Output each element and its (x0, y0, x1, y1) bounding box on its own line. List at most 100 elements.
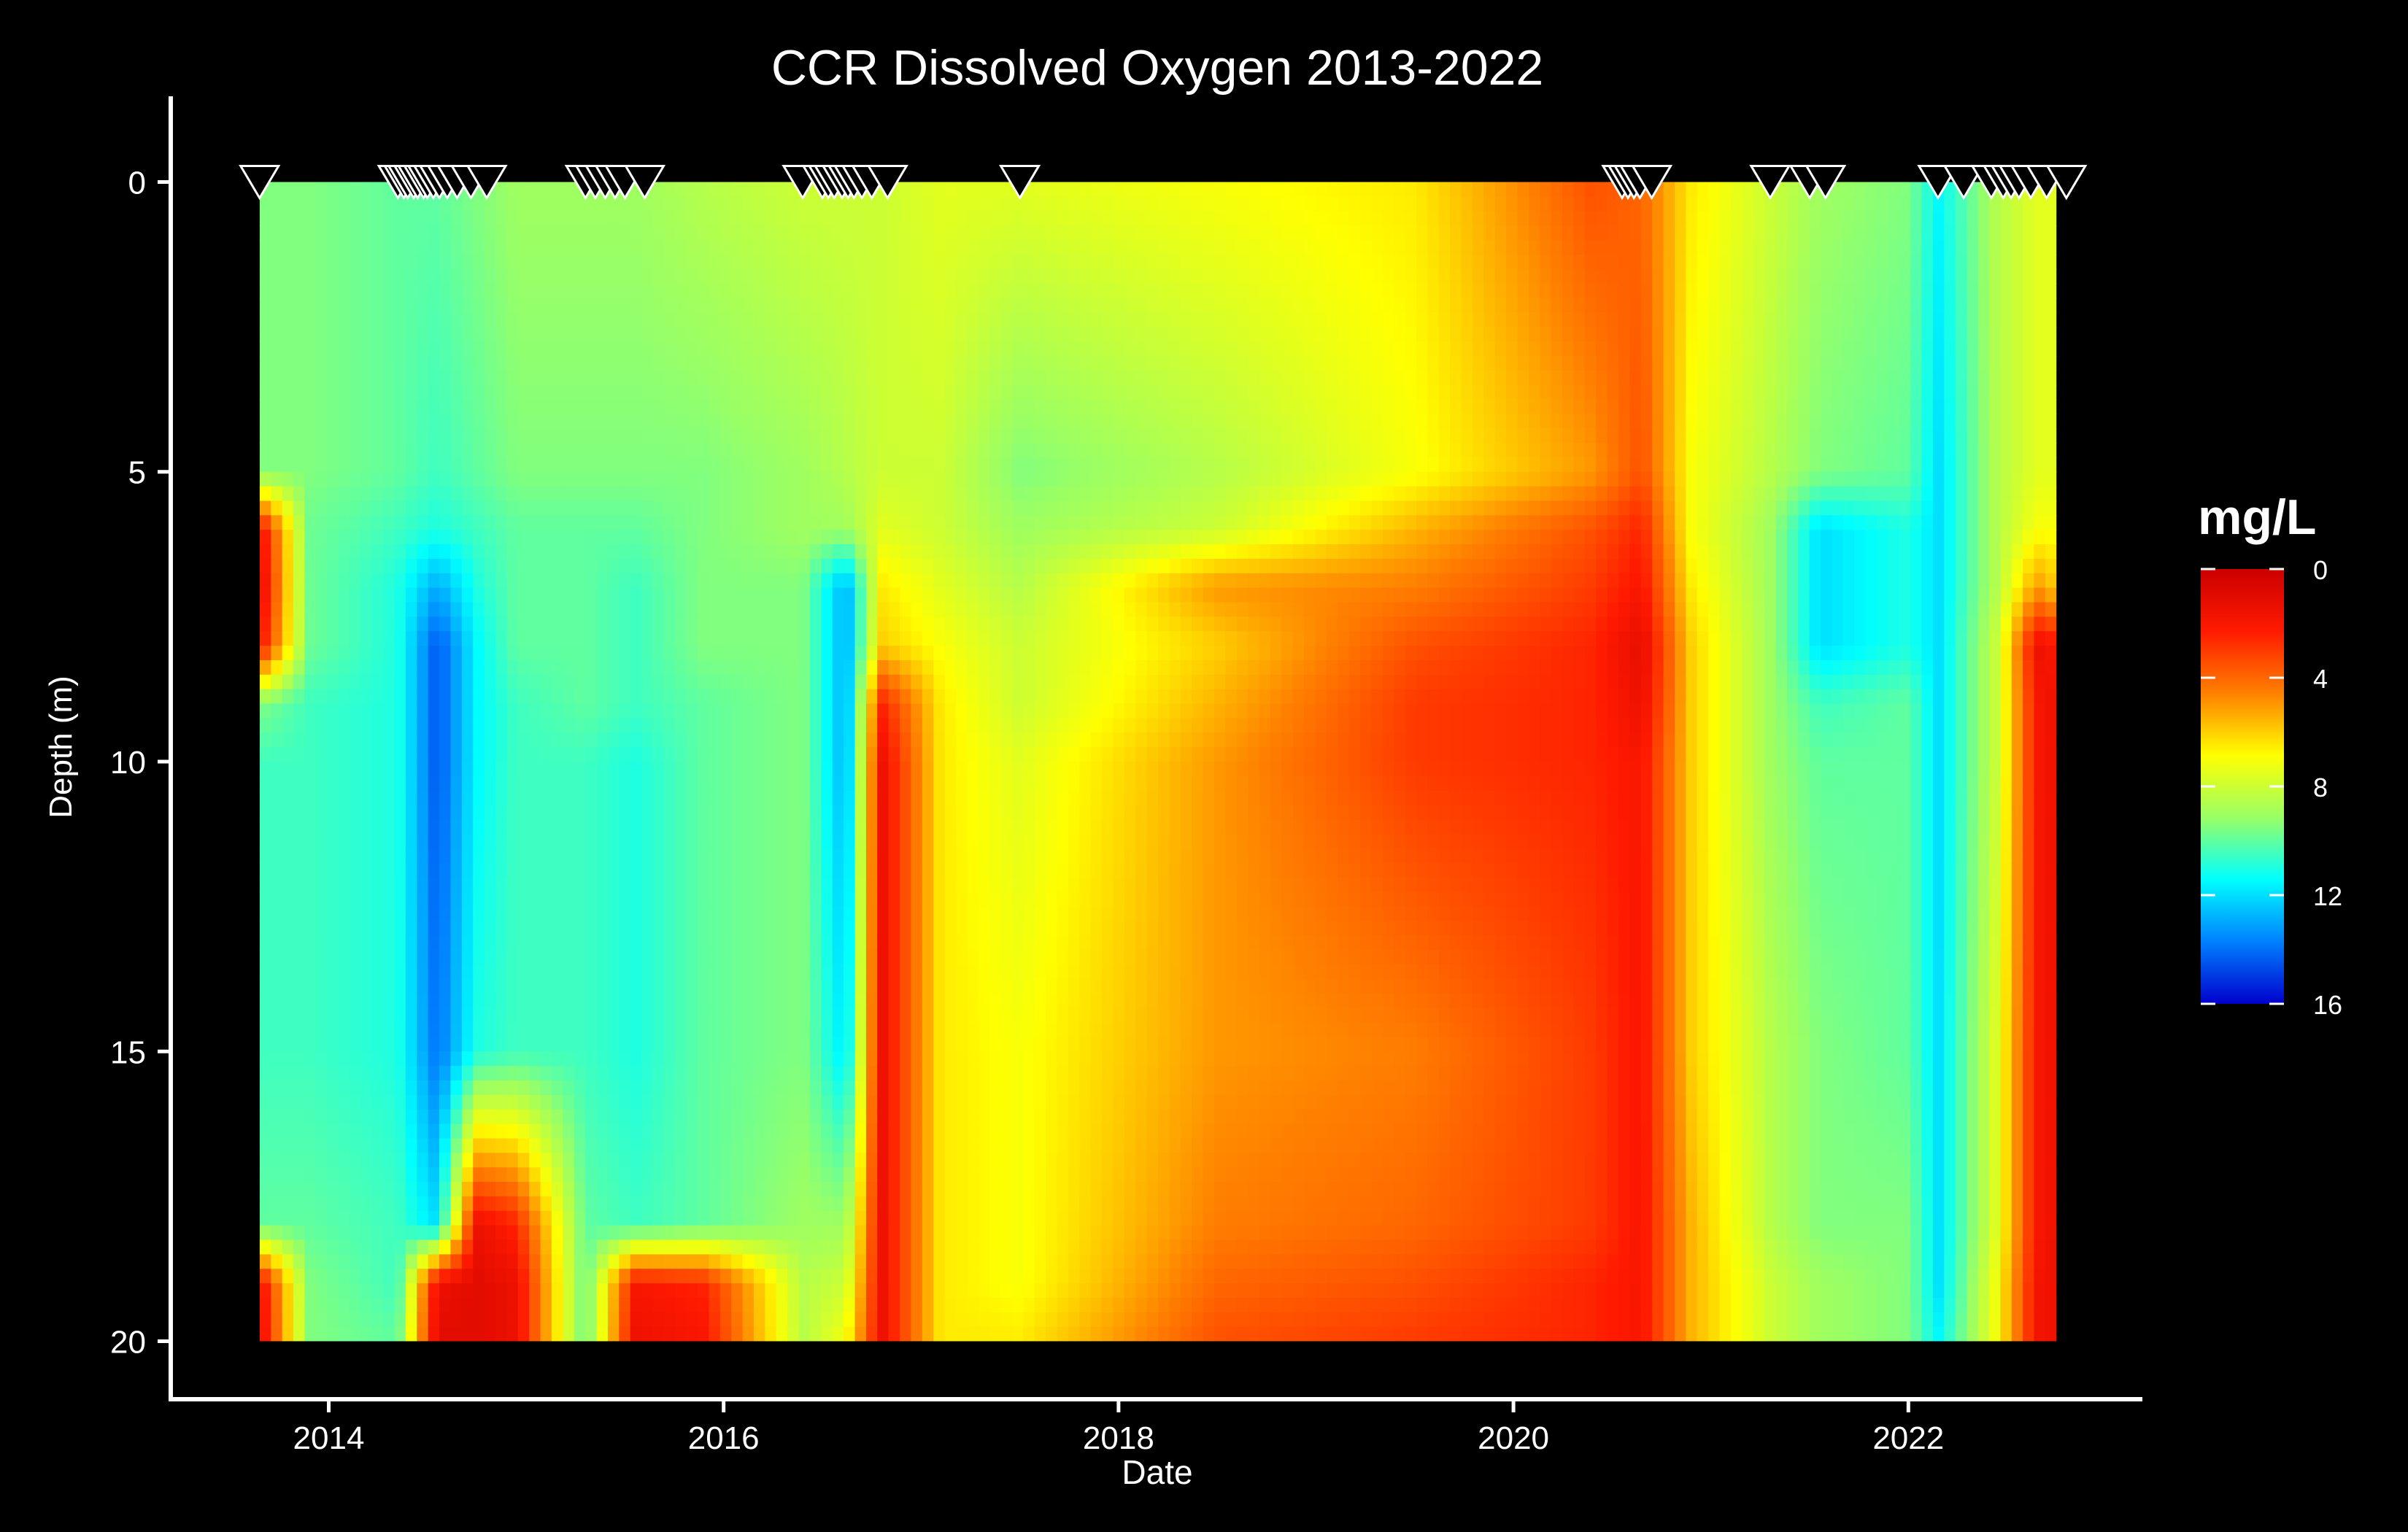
heatmap-cell (450, 646, 463, 661)
heatmap-cell (271, 819, 283, 835)
heatmap-cell (293, 530, 306, 546)
heatmap-cell (563, 1022, 575, 1038)
heatmap-cell (405, 283, 418, 299)
heatmap-cell (327, 1153, 339, 1169)
heatmap-cell (484, 1239, 496, 1256)
heatmap-cell (394, 443, 406, 458)
heatmap-cell (394, 384, 406, 401)
heatmap-cell (607, 1312, 620, 1328)
heatmap-cell (529, 921, 541, 937)
heatmap-cell (865, 558, 879, 574)
heatmap-cell (371, 660, 385, 676)
heatmap-cell (731, 1080, 744, 1096)
heatmap-cell (338, 558, 350, 574)
heatmap-cell (956, 515, 968, 531)
heatmap-cell (630, 906, 643, 922)
heatmap-cell (888, 906, 900, 922)
heatmap-cell (484, 660, 496, 676)
heatmap-cell (809, 1153, 822, 1169)
heatmap-cell (865, 211, 879, 227)
heatmap-cell (821, 1239, 833, 1256)
heatmap-cell (304, 327, 317, 342)
heatmap-cell (719, 1153, 733, 1169)
heatmap-cell (742, 1022, 755, 1038)
heatmap-cell (630, 732, 643, 748)
heatmap-cell (900, 1022, 912, 1038)
heatmap-cell (776, 239, 789, 255)
heatmap-cell (259, 457, 272, 473)
heatmap-cell (439, 312, 452, 328)
heatmap-cell (663, 341, 676, 357)
heatmap-cell (596, 1298, 609, 1313)
heatmap-cell (282, 834, 294, 850)
heatmap-cell (698, 355, 710, 371)
heatmap-cell (473, 718, 485, 734)
heatmap-cell (394, 660, 406, 676)
heatmap-cell (371, 1326, 385, 1342)
heatmap-cell (338, 950, 350, 966)
heatmap-cell (304, 1283, 317, 1299)
heatmap-cell (922, 775, 935, 792)
heatmap-cell (417, 1298, 429, 1313)
heatmap-cell (394, 312, 406, 328)
heatmap-cell (338, 964, 350, 980)
heatmap-cell (719, 660, 733, 676)
heatmap-cell (832, 341, 845, 357)
heatmap-cell (798, 428, 811, 444)
heatmap-cell (596, 877, 609, 893)
heatmap-cell (888, 877, 900, 893)
heatmap-cell (776, 471, 789, 487)
heatmap-cell (798, 950, 811, 966)
heatmap-cell (394, 1037, 406, 1053)
heatmap-cell (854, 196, 867, 212)
heatmap-cell (888, 355, 900, 371)
heatmap-cell (574, 935, 587, 951)
heatmap-cell (865, 848, 879, 864)
heatmap-cell (630, 225, 643, 241)
heatmap-cell (394, 950, 406, 966)
heatmap-cell (888, 312, 900, 328)
heatmap-cell (394, 544, 406, 560)
heatmap-cell (529, 1225, 541, 1241)
heatmap-cell (529, 732, 541, 748)
heatmap-cell (675, 268, 687, 285)
heatmap-cell (327, 1269, 339, 1285)
heatmap-cell (911, 921, 923, 937)
heatmap-cell (652, 239, 665, 255)
heatmap-cell (641, 762, 654, 777)
heatmap-cell (698, 268, 710, 285)
heatmap-cell (461, 1182, 474, 1197)
heatmap-cell (753, 674, 766, 690)
heatmap-cell (765, 211, 777, 227)
heatmap-cell (383, 1182, 395, 1197)
heatmap-cell (282, 428, 294, 444)
heatmap-cell (922, 1109, 935, 1125)
heatmap-cell (877, 805, 890, 821)
heatmap-cell (776, 225, 789, 241)
heatmap-cell (630, 964, 643, 980)
heatmap-cell (742, 979, 755, 994)
heatmap-cell (293, 239, 306, 255)
heatmap-cell (753, 544, 766, 560)
heatmap-cell (719, 1094, 733, 1110)
heatmap-cell (405, 950, 418, 966)
heatmap-cell (719, 1225, 733, 1241)
heatmap-cell (417, 1051, 429, 1067)
heatmap-cell (450, 399, 463, 415)
heatmap-cell (765, 182, 777, 198)
heatmap-cell (473, 355, 485, 371)
heatmap-cell (484, 979, 496, 994)
heatmap-cell (719, 1182, 733, 1197)
heatmap-cell (360, 602, 373, 618)
heatmap-cell (787, 1066, 800, 1081)
heatmap-cell (405, 254, 418, 270)
heatmap-cell (765, 471, 777, 487)
heatmap-cell (428, 558, 440, 574)
heatmap-cell (698, 225, 710, 241)
heatmap-cell (652, 732, 665, 748)
heatmap-cell (473, 863, 485, 878)
heatmap-cell (776, 182, 789, 198)
heatmap-cell (865, 1153, 879, 1169)
heatmap-cell (944, 646, 957, 661)
heatmap-cell (888, 1182, 900, 1197)
